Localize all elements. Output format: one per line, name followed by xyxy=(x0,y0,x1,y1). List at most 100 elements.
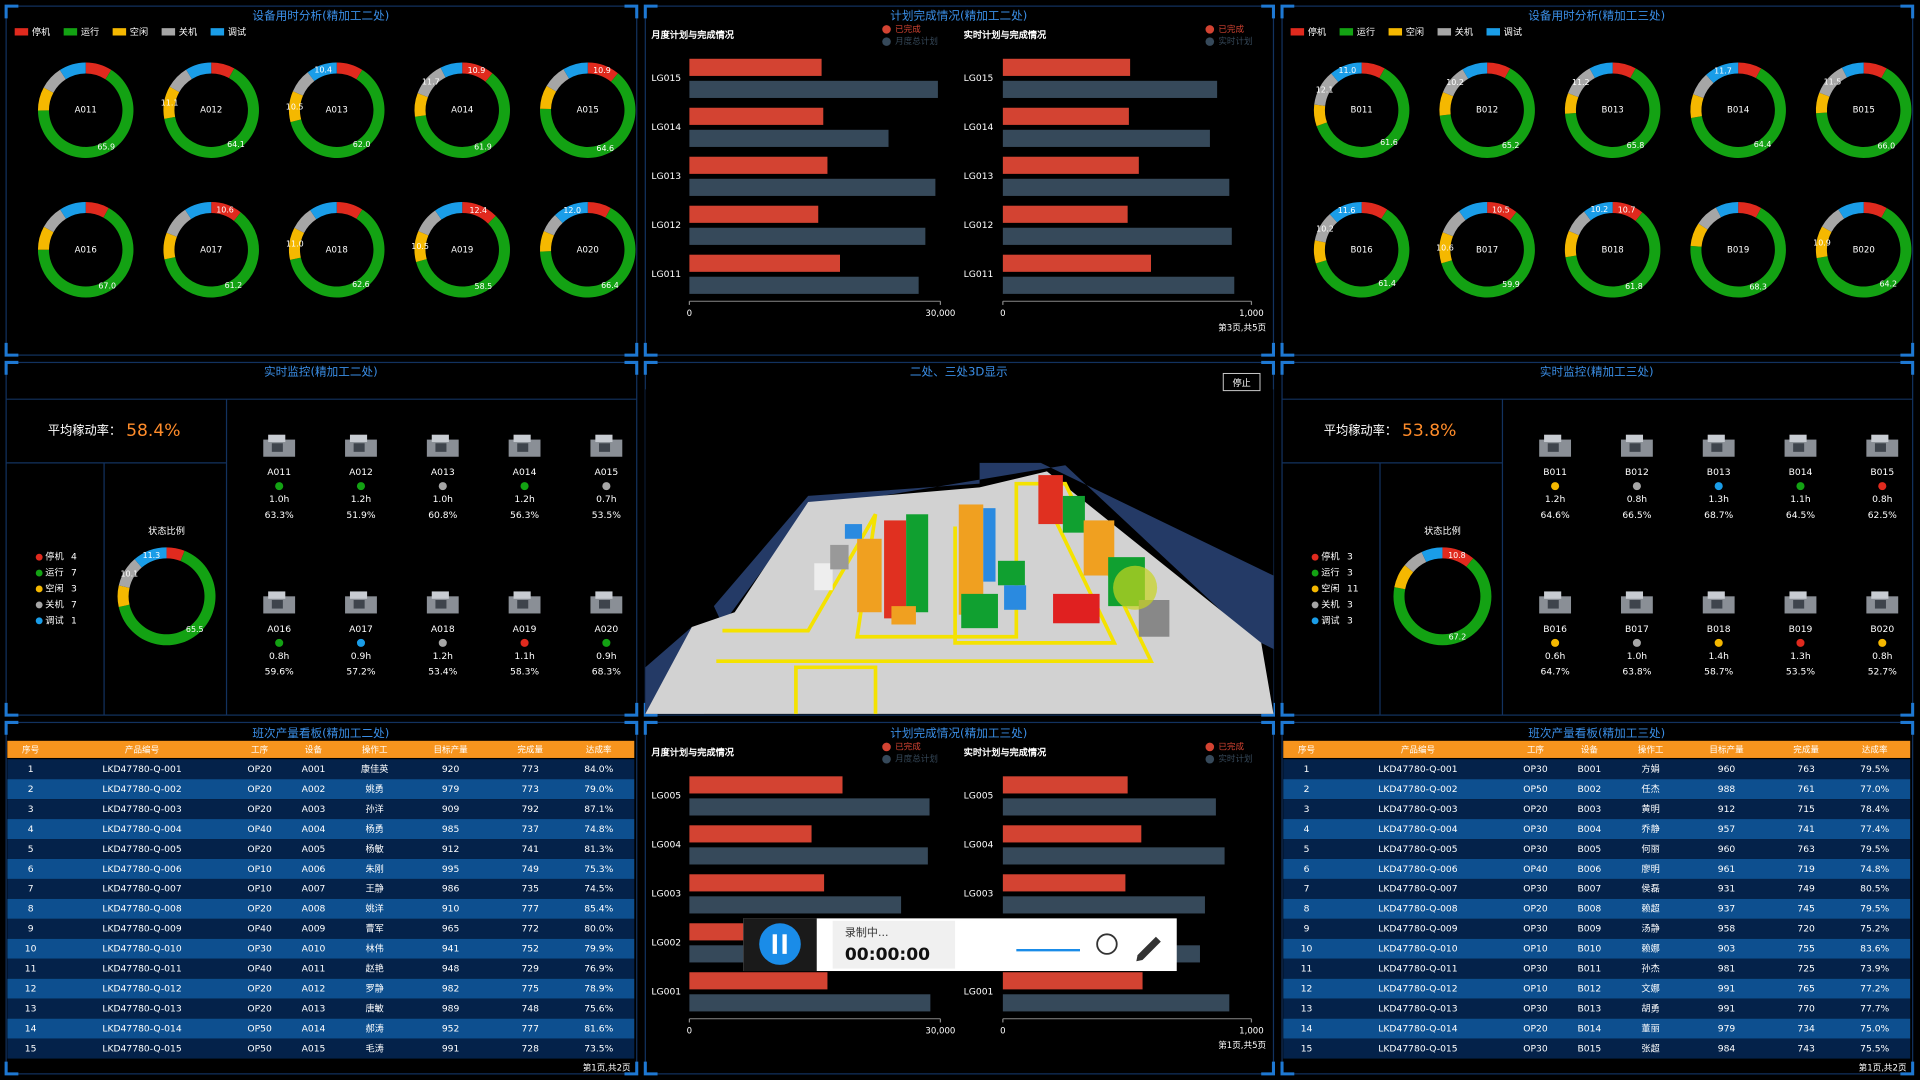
status-dot xyxy=(520,638,529,647)
donut-label: 67.0 xyxy=(98,282,116,291)
stop-button-frame[interactable] xyxy=(1222,372,1261,392)
legend-dot xyxy=(882,37,891,46)
machine-icon xyxy=(590,434,623,457)
donut-label: 10.9 xyxy=(468,66,486,75)
category-label: LG003 xyxy=(964,888,994,899)
table-cell: OP10 xyxy=(1523,944,1548,955)
table-cell: OP40 xyxy=(1523,864,1548,875)
donut-name: A013 xyxy=(326,106,348,116)
table-cell: LKD47780-Q-014 xyxy=(102,1023,181,1034)
panel-corner xyxy=(643,360,1275,717)
legend-label: 关机 xyxy=(1455,26,1473,38)
legend-dot xyxy=(35,617,43,625)
pen-icon[interactable] xyxy=(1136,936,1161,962)
camera-icon[interactable] xyxy=(1096,933,1118,955)
legend-swatch xyxy=(1388,28,1403,36)
donut-segment xyxy=(294,210,317,233)
donut-segment xyxy=(85,202,109,218)
donut-label: 61.4 xyxy=(1378,279,1396,288)
machine-icon xyxy=(1620,591,1653,614)
table-cell: 张超 xyxy=(1641,1042,1659,1054)
machine-name: A020 xyxy=(594,624,618,635)
column-header: 设备 xyxy=(305,744,323,756)
donut-segment xyxy=(1815,226,1832,259)
table-cell: OP10 xyxy=(247,864,272,875)
table-cell: 777 xyxy=(521,904,539,915)
machine-top xyxy=(1625,591,1644,599)
status-dot xyxy=(1714,638,1723,647)
donut-label: 10.9 xyxy=(593,66,611,75)
table-cell: 10 xyxy=(1301,944,1313,955)
table-cell: B014 xyxy=(1577,1023,1601,1034)
table-row xyxy=(1283,958,1911,979)
table-cell: 719 xyxy=(1797,864,1815,875)
machine-top xyxy=(1544,434,1562,443)
donut-segment xyxy=(85,62,112,80)
bar xyxy=(689,276,919,294)
donut-label: 61.9 xyxy=(474,143,492,152)
table-cell: LKD47780-Q-003 xyxy=(1378,804,1457,815)
table-row xyxy=(1283,998,1911,1019)
donut-title: 状态比例 xyxy=(148,525,185,537)
table-cell: 78.4% xyxy=(1860,804,1889,815)
machine-hours: 1.2h xyxy=(351,494,372,505)
table-row xyxy=(7,878,635,899)
table-cell: 4 xyxy=(28,824,34,835)
avg-value: 53.8% xyxy=(1402,421,1456,441)
status-dot xyxy=(1796,482,1805,491)
table-cell: 赵艳 xyxy=(366,963,384,975)
donut-segment xyxy=(292,72,315,96)
legend-swatch xyxy=(210,28,225,36)
table-cell: 775 xyxy=(521,984,539,995)
table-cell: 5 xyxy=(1304,844,1310,855)
donut-segment xyxy=(1738,202,1762,218)
donut-segment xyxy=(1564,230,1579,258)
legend-count: 4 xyxy=(71,552,77,563)
table-cell: 78.9% xyxy=(584,984,613,995)
donut-segment xyxy=(1841,62,1864,78)
table-cell: A012 xyxy=(302,984,326,995)
stop-button[interactable]: 停止 xyxy=(1232,377,1250,389)
donut-segment xyxy=(1462,62,1488,79)
table-cell: 75.3% xyxy=(584,864,613,875)
table-cell: 14 xyxy=(25,1023,37,1034)
donut-name: B017 xyxy=(1476,245,1498,255)
bar xyxy=(689,874,825,892)
table-cell: OP20 xyxy=(247,764,272,775)
table-cell: 11 xyxy=(1301,964,1313,975)
table-cell: 752 xyxy=(521,944,539,955)
table-cell: LKD47780-Q-005 xyxy=(1378,844,1457,855)
table-cell: OP20 xyxy=(247,804,272,815)
legend-label: 停机 xyxy=(1308,26,1326,38)
machine-hours: 0.8h xyxy=(1872,651,1893,662)
donut-segment xyxy=(462,202,496,224)
table-cell: LKD47780-Q-012 xyxy=(102,984,181,995)
machine-hours: 1.2h xyxy=(1545,494,1566,505)
legend-count: 3 xyxy=(1347,552,1353,563)
table-cell: 81.3% xyxy=(584,844,613,855)
table-row xyxy=(1283,858,1911,879)
legend-dot xyxy=(1311,585,1319,593)
donut-segment xyxy=(134,547,167,568)
table-header xyxy=(1283,740,1911,758)
table-cell: B005 xyxy=(1577,844,1601,855)
bar xyxy=(1002,276,1235,294)
donut-segment xyxy=(43,70,66,93)
machine-top xyxy=(1871,434,1889,443)
table-cell: A007 xyxy=(302,884,326,895)
table-row xyxy=(1283,1018,1911,1039)
machine-rate: 68.7% xyxy=(1704,510,1733,521)
legend-dot xyxy=(1311,553,1319,561)
machine-hours: 0.8h xyxy=(269,651,290,662)
table-cell: 13 xyxy=(25,1003,37,1014)
panel-frame xyxy=(1281,5,1914,356)
donut-label: 68.3 xyxy=(1749,283,1767,292)
legend-label: 调试 xyxy=(1504,26,1522,38)
pause-button[interactable] xyxy=(759,923,801,965)
bar xyxy=(689,227,926,245)
table-header xyxy=(7,740,635,758)
category-label: LG015 xyxy=(964,73,994,84)
table-cell: 960 xyxy=(1718,764,1736,775)
panel-corner xyxy=(4,4,639,357)
